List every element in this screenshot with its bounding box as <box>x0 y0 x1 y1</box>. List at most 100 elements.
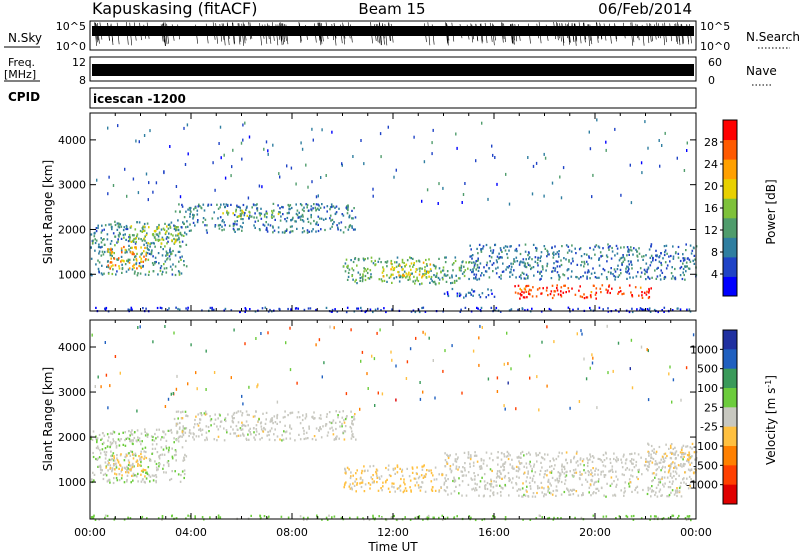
range-cell <box>164 245 166 248</box>
range-cell <box>398 487 400 490</box>
range-cell <box>617 458 619 461</box>
range-cell <box>350 410 352 413</box>
range-cell <box>97 259 99 262</box>
range-cell <box>190 210 192 213</box>
range-cell <box>510 268 512 271</box>
range-cell <box>318 217 321 220</box>
range-cell <box>331 218 334 221</box>
range-cell <box>329 206 332 209</box>
range-cell <box>473 454 476 457</box>
range-cell <box>242 203 245 207</box>
range-cell <box>467 483 470 486</box>
range-cell <box>334 308 336 311</box>
nsky-noise-tick <box>589 24 593 45</box>
range-cell <box>638 468 640 471</box>
range-cell <box>544 470 547 473</box>
scatter-cell <box>576 332 578 336</box>
range-cell <box>677 464 680 467</box>
range-cell <box>114 441 117 444</box>
range-cell <box>193 214 195 217</box>
range-cell <box>266 230 269 233</box>
range-cell <box>148 457 151 461</box>
range-cell <box>121 259 123 262</box>
nsky-noise-tick <box>559 23 562 42</box>
range-cell <box>500 249 502 252</box>
range-cell <box>326 413 328 416</box>
range-cell <box>117 257 120 260</box>
range-cell <box>326 518 329 521</box>
nsky-noise-tick <box>475 23 478 41</box>
range-cell <box>647 450 649 453</box>
range-cell <box>515 247 518 251</box>
range-cell <box>194 418 196 422</box>
range-cell <box>237 434 240 437</box>
range-cell <box>411 467 414 470</box>
range-cell <box>184 231 186 234</box>
range-cell <box>311 230 313 233</box>
range-cell <box>183 476 185 480</box>
colorbar-segment <box>723 237 737 258</box>
range-cell <box>134 431 136 434</box>
range-cell <box>182 221 184 224</box>
range-cell <box>509 271 511 274</box>
range-cell <box>265 226 268 229</box>
range-cell <box>102 477 105 481</box>
range-cell <box>404 487 407 490</box>
nsky-noise-tick <box>587 24 591 47</box>
range-cell <box>133 258 135 261</box>
range-cell <box>334 212 337 215</box>
range-cell <box>609 461 612 464</box>
range-cell <box>433 264 436 268</box>
range-cell <box>391 482 393 485</box>
nsky-noise-tick <box>517 24 521 41</box>
nsky-noise-tick <box>107 22 110 41</box>
range-cell <box>552 270 554 273</box>
range-cell <box>517 284 520 287</box>
scatter-cell <box>444 349 446 353</box>
range-cell <box>156 227 159 230</box>
range-cell <box>508 477 510 480</box>
range-cell <box>341 422 343 425</box>
range-cell <box>426 264 428 267</box>
range-cell <box>230 425 232 428</box>
range-cell <box>650 495 652 498</box>
range-cell <box>552 489 555 493</box>
range-cell <box>481 292 484 295</box>
range-cell <box>354 228 356 231</box>
range-cell <box>142 228 144 231</box>
nsky-noise-tick <box>599 22 602 40</box>
range-cell <box>380 475 383 478</box>
scatter-cell <box>231 165 233 169</box>
range-cell <box>636 308 638 311</box>
range-cell <box>181 446 184 449</box>
range-cell <box>232 413 235 416</box>
range-cell <box>426 469 428 472</box>
range-cell <box>197 205 200 208</box>
range-cell <box>285 430 288 433</box>
range-cell <box>282 213 284 216</box>
range-cell <box>458 484 461 487</box>
range-cell <box>106 480 109 483</box>
nsky-noise-tick <box>219 23 223 42</box>
scatter-cell <box>510 367 512 371</box>
range-cell <box>520 289 523 292</box>
scatter-cell <box>496 376 499 380</box>
range-cell <box>111 468 114 471</box>
range-cell <box>113 257 116 260</box>
range-cell <box>590 272 593 275</box>
scatter-cell <box>506 331 508 335</box>
range-cell <box>103 450 106 453</box>
range-cell <box>417 477 420 480</box>
range-cell <box>670 491 672 494</box>
range-cell <box>154 447 157 450</box>
range-cell <box>435 478 438 481</box>
range-cell <box>449 454 451 457</box>
scatter-cell <box>591 361 594 365</box>
range-cell <box>331 308 334 312</box>
nsky-noise-tick <box>567 24 570 45</box>
range-cell <box>178 271 181 274</box>
range-cell <box>480 465 482 468</box>
range-cell <box>517 470 520 473</box>
range-cell <box>515 469 518 472</box>
range-cell <box>132 240 135 243</box>
